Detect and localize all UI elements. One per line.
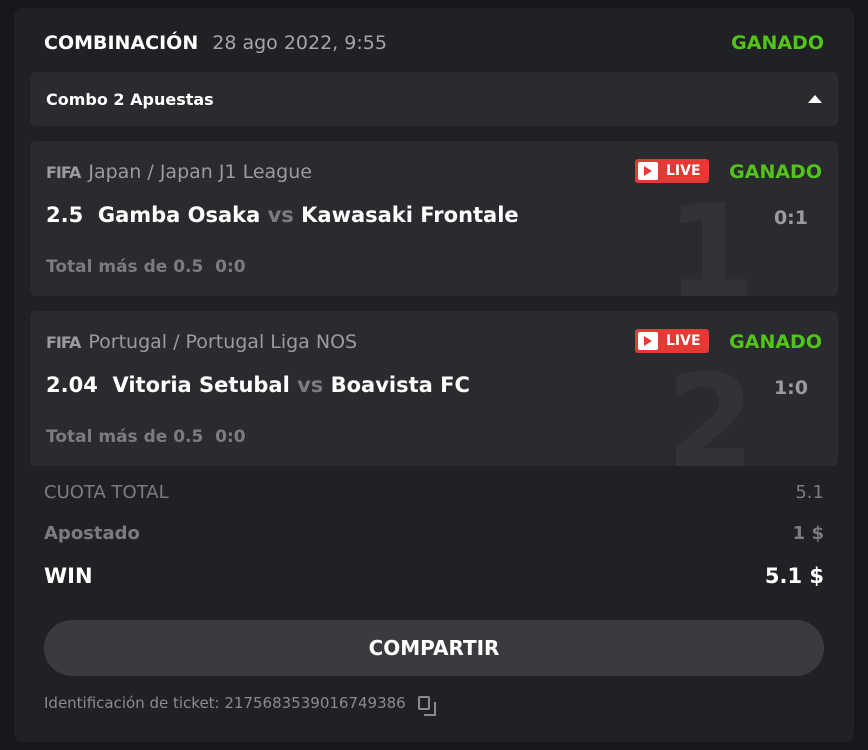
copy-icon[interactable] xyxy=(417,696,436,716)
total-odds-row: CUOTA TOTAL 5.1 xyxy=(44,482,824,503)
odds: 2.04 xyxy=(46,373,98,397)
total-odds-value: 5.1 xyxy=(795,482,824,503)
live-label: LIVE xyxy=(666,163,701,179)
win-label: WIN xyxy=(44,564,93,588)
match: 2.5 Gamba Osaka vs Kawasaki Frontale xyxy=(46,203,519,227)
bet-number: 2 xyxy=(666,348,756,467)
status-badge: GANADO xyxy=(731,32,824,54)
share-button[interactable]: COMPARTIR xyxy=(44,620,824,676)
league: Japan / Japan J1 League xyxy=(88,161,312,183)
market: Total más de 0.5 0:0 xyxy=(46,427,246,447)
ticket-id: Identificación de ticket: 21756835390167… xyxy=(44,694,436,716)
fifa-logo-icon: FIFA xyxy=(46,162,81,182)
ticket-id-label: Identificación de ticket: 21756835390167… xyxy=(44,694,406,712)
fifa-logo-icon: FIFA xyxy=(46,332,81,352)
staked-label: Apostado xyxy=(44,523,140,544)
play-icon xyxy=(638,162,658,180)
live-label: LIVE xyxy=(666,333,701,349)
market-label: Total más de 0.5 xyxy=(46,427,204,447)
bet-number: 1 xyxy=(666,178,756,297)
score: 1:0 xyxy=(773,377,808,399)
odds: 2.5 xyxy=(46,203,84,227)
away-team: Boavista FC xyxy=(330,373,470,397)
live-badge[interactable]: LIVE xyxy=(635,329,709,353)
chevron-up-icon[interactable] xyxy=(808,95,822,103)
combo-label: Combo 2 Apuestas xyxy=(46,89,214,109)
bet-status: GANADO xyxy=(729,331,822,353)
bet-status: GANADO xyxy=(729,161,822,183)
league: Portugal / Portugal Liga NOS xyxy=(88,331,358,353)
play-icon xyxy=(638,332,658,350)
home-team: Gamba Osaka xyxy=(97,203,261,227)
live-badge[interactable]: LIVE xyxy=(635,159,709,183)
win-value: 5.1 $ xyxy=(764,564,824,588)
staked-row: Apostado 1 $ xyxy=(44,523,824,544)
staked-value: 1 $ xyxy=(792,523,824,544)
market-label: Total más de 0.5 xyxy=(46,257,204,277)
away-team: Kawasaki Frontale xyxy=(301,203,519,227)
vs: vs xyxy=(297,373,324,397)
market-score: 0:0 xyxy=(215,427,246,447)
market: Total más de 0.5 0:0 xyxy=(46,257,246,277)
bet-date: 28 ago 2022, 9:55 xyxy=(212,32,387,54)
combo-toggle[interactable]: Combo 2 Apuestas xyxy=(30,72,838,126)
match: 2.04 Vitoria Setubal vs Boavista FC xyxy=(46,373,470,397)
win-row: WIN 5.1 $ xyxy=(44,564,824,588)
vs: vs xyxy=(267,203,294,227)
market-score: 0:0 xyxy=(215,257,246,277)
bet-item: 1 FIFA Japan / Japan J1 League LIVE GANAD… xyxy=(30,141,838,296)
ticket-header: COMBINACIÓN 28 ago 2022, 9:55 GANADO xyxy=(44,28,824,58)
total-odds-label: CUOTA TOTAL xyxy=(44,482,169,503)
home-team: Vitoria Setubal xyxy=(112,373,290,397)
score: 0:1 xyxy=(773,207,808,229)
bet-item: 2 FIFA Portugal / Portugal Liga NOS LIVE … xyxy=(30,311,838,466)
bet-ticket-card: COMBINACIÓN 28 ago 2022, 9:55 GANADO Com… xyxy=(14,8,854,742)
bet-type: COMBINACIÓN xyxy=(44,32,199,54)
